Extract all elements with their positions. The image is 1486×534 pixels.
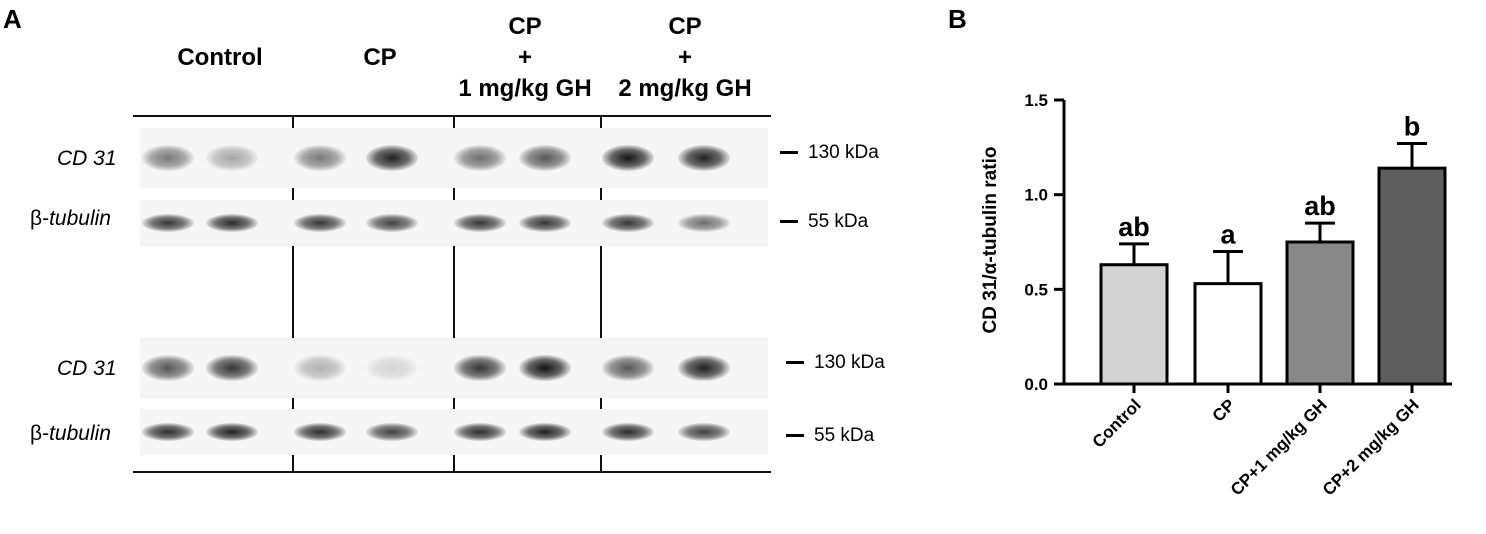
y-tick-label: 1.0 [1024,186,1048,205]
blot-band [206,214,258,232]
blot-band [454,423,506,441]
panel-a-letter: A [3,4,22,34]
blot-band [602,214,654,232]
blot-strip-cd31-bottom [140,338,768,398]
marker-130kda-bottom: 130 kDa [786,352,885,374]
bar [1099,263,1169,386]
significance-letter: a [1220,219,1236,249]
bar [1377,166,1447,386]
bar [1285,240,1355,386]
y-tick-label: 0.5 [1024,280,1048,299]
panel-b-letter: B [948,4,967,34]
blot-band [366,423,418,441]
blot-band [142,355,194,381]
marker-55kda-bottom: 55 kDa [786,425,874,447]
blot-band [602,355,654,381]
bar [1193,282,1263,386]
marker-55kda-top: 55 kDa [780,211,868,233]
significance-letter: ab [1304,191,1336,221]
blot-band [366,355,418,381]
group-label-cp: CP [363,44,397,71]
blot-band [519,214,571,232]
blot-band [294,423,346,441]
bar-chart: CD 31/α-tubulin ratio 0.0 0.5 1.0 1.5 ab a ab… [980,91,1452,499]
blot-band [206,145,258,171]
x-tick-label: Control [1089,395,1145,451]
blot-band [366,214,418,232]
blot-bottom-line [133,471,771,473]
blot-band [519,145,571,171]
blot-strip-tubulin-bottom [140,409,768,455]
blot-band [294,145,346,171]
x-tick-label: CP+1 mg/kg GH [1227,395,1331,499]
blot-band [678,355,730,381]
x-tick-label: CP+2 mg/kg GH [1319,395,1423,499]
blot-band [142,423,194,441]
x-tick-label: CP [1209,395,1239,425]
blot-band [678,214,730,232]
blot-band [602,145,654,171]
blot-strip-tubulin-top [140,200,768,246]
blot-band [454,145,506,171]
row-label-cd31-top: CD 31 [57,147,117,170]
significance-letter: ab [1118,212,1150,242]
y-tick-label: 1.5 [1024,91,1048,110]
lane-divider-3 [600,115,602,473]
group-label-cp-2mg: CP + 2 mg/kg GH [618,13,752,102]
y-tick-label: 0.0 [1024,375,1048,394]
blot-band [678,423,730,441]
blot-band [602,423,654,441]
blot-strip-cd31-top [140,128,768,188]
group-label-cp-1mg: CP + 1 mg/kg GH [458,13,592,102]
group-label-control: Control [177,44,263,71]
blot-band [366,145,418,171]
row-label-cd31-bottom: CD 31 [57,357,117,380]
blot-band [142,145,194,171]
y-axis-label: CD 31/α-tubulin ratio [980,147,1001,334]
row-label-tubulin-top: β-tubulin [30,207,111,230]
blot-band [454,214,506,232]
blot-band [519,423,571,441]
row-label-tubulin-bottom: β-tubulin [30,422,111,445]
blot-top-line [133,115,771,117]
blot-band [142,214,194,232]
blot-band [206,355,258,381]
lane-divider-1 [292,115,294,473]
blot-band [678,145,730,171]
lane-divider-2 [453,115,455,473]
blot-band [454,355,506,381]
blot-band [519,355,571,381]
blot-band [206,423,258,441]
blot-band [294,355,346,381]
significance-letter: b [1404,112,1421,142]
marker-130kda-top: 130 kDa [780,142,879,164]
blot-band [294,214,346,232]
